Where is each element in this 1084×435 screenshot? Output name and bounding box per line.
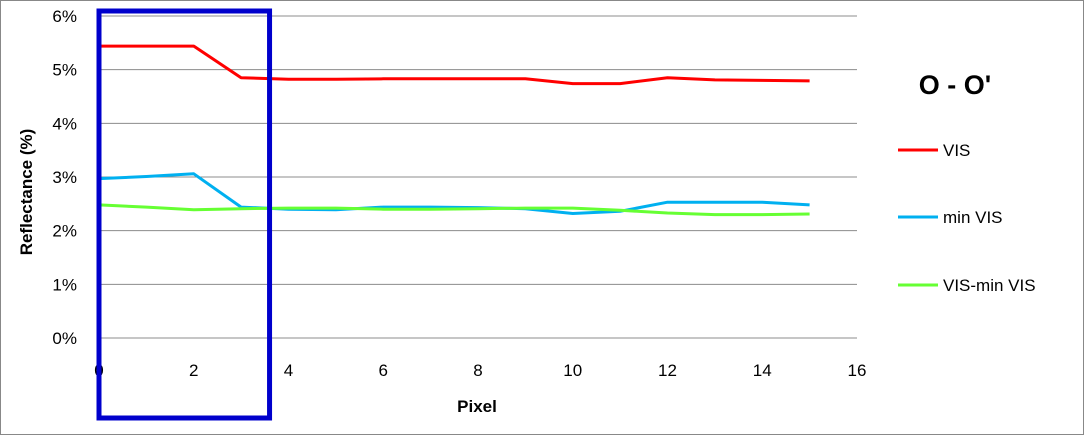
x-tick-label: 2 (189, 361, 198, 380)
y-tick-label: 0% (52, 329, 77, 348)
x-tick-label: 14 (753, 361, 772, 380)
series-line-vis-min-vis (98, 203, 810, 217)
x-tick-label: 10 (563, 361, 582, 380)
y-axis-title: Reflectance (%) (17, 129, 36, 256)
highlight-rectangle (96, 8, 273, 421)
highlight-box (96, 8, 273, 421)
x-axis-title: Pixel (457, 397, 497, 416)
gridlines (99, 15, 857, 339)
y-tick-labels: 0% 1% 2% 3% 4% 5% 6% (52, 7, 77, 348)
chart-title: O - O' (919, 70, 991, 100)
y-tick-label: 6% (52, 7, 77, 26)
y-tick-label: 1% (52, 275, 77, 294)
series-line-vis (99, 44, 810, 86)
y-tick-label: 3% (52, 168, 77, 187)
plot-series (98, 44, 810, 217)
y-tick-label: 2% (52, 222, 77, 241)
legend-label: VIS (943, 141, 970, 160)
x-tick-label: 6 (379, 361, 388, 380)
y-tick-label: 5% (52, 61, 77, 80)
x-tick-label: 12 (658, 361, 677, 380)
legend-label: VIS-min VIS (943, 276, 1036, 295)
legend-label: min VIS (943, 208, 1003, 227)
x-tick-label: 8 (473, 361, 482, 380)
x-tick-label: 16 (848, 361, 867, 380)
x-tick-label: 4 (284, 361, 293, 380)
legend: VIS min VIS VIS-min VIS (898, 141, 1036, 295)
y-tick-label: 4% (52, 114, 77, 133)
series-line-min-vis (98, 172, 810, 215)
